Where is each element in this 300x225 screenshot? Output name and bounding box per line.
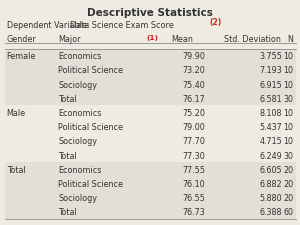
FancyBboxPatch shape: [4, 92, 296, 106]
Text: 6.581: 6.581: [260, 94, 282, 103]
Text: Major: Major: [58, 35, 81, 44]
Text: 5.437: 5.437: [259, 123, 282, 132]
Text: 3.755: 3.755: [259, 52, 282, 61]
Text: Total: Total: [58, 94, 77, 103]
Text: 10: 10: [284, 52, 293, 61]
Text: 4.715: 4.715: [259, 137, 282, 146]
Text: Sociology: Sociology: [58, 193, 98, 202]
FancyBboxPatch shape: [4, 205, 296, 219]
Text: Data Science Exam Score: Data Science Exam Score: [70, 21, 173, 30]
Text: 77.55: 77.55: [182, 165, 206, 174]
Text: 76.55: 76.55: [183, 193, 206, 202]
FancyBboxPatch shape: [4, 162, 296, 177]
Text: Total: Total: [58, 151, 77, 160]
FancyBboxPatch shape: [4, 64, 296, 78]
Text: 77.70: 77.70: [183, 137, 206, 146]
Text: 30: 30: [284, 151, 293, 160]
Text: Political Science: Political Science: [58, 66, 124, 75]
Text: 10: 10: [284, 108, 293, 117]
Text: 60: 60: [284, 207, 293, 216]
Text: 5.880: 5.880: [260, 193, 282, 202]
Text: 75.40: 75.40: [183, 80, 206, 89]
FancyBboxPatch shape: [4, 177, 296, 191]
Text: 79.90: 79.90: [183, 52, 206, 61]
Text: N: N: [287, 35, 293, 44]
Text: (2): (2): [209, 18, 221, 27]
Text: 20: 20: [283, 179, 293, 188]
Text: 20: 20: [283, 165, 293, 174]
Text: 76.17: 76.17: [183, 94, 206, 103]
Text: 8.108: 8.108: [260, 108, 282, 117]
Text: 6.605: 6.605: [260, 165, 282, 174]
Text: 7.193: 7.193: [259, 66, 282, 75]
Text: 6.915: 6.915: [259, 80, 282, 89]
Text: 6.388: 6.388: [260, 207, 282, 216]
Text: 76.10: 76.10: [183, 179, 206, 188]
Text: 77.30: 77.30: [183, 151, 206, 160]
Text: 73.20: 73.20: [183, 66, 206, 75]
Text: Economics: Economics: [58, 108, 102, 117]
FancyBboxPatch shape: [4, 78, 296, 92]
Text: Mean: Mean: [171, 35, 193, 44]
Text: 6.249: 6.249: [259, 151, 282, 160]
FancyBboxPatch shape: [4, 191, 296, 205]
FancyBboxPatch shape: [4, 50, 296, 64]
Text: Sociology: Sociology: [58, 80, 98, 89]
Text: 6.882: 6.882: [260, 179, 282, 188]
Text: (1): (1): [146, 35, 158, 41]
Text: Descriptive Statistics: Descriptive Statistics: [87, 8, 213, 18]
Text: Economics: Economics: [58, 165, 102, 174]
Text: 10: 10: [284, 66, 293, 75]
Text: 20: 20: [283, 193, 293, 202]
Text: Total: Total: [7, 165, 25, 174]
Text: Political Science: Political Science: [58, 123, 124, 132]
Text: Sociology: Sociology: [58, 137, 98, 146]
Text: Male: Male: [7, 108, 26, 117]
Text: 10: 10: [284, 80, 293, 89]
Text: Total: Total: [58, 207, 77, 216]
Text: 79.00: 79.00: [183, 123, 206, 132]
Text: Political Science: Political Science: [58, 179, 124, 188]
Text: Gender: Gender: [7, 35, 36, 44]
Text: 10: 10: [284, 123, 293, 132]
Text: 10: 10: [284, 137, 293, 146]
Text: Dependent Variable:: Dependent Variable:: [7, 21, 89, 30]
Text: 75.20: 75.20: [183, 108, 206, 117]
Text: 76.73: 76.73: [183, 207, 206, 216]
Text: Female: Female: [7, 52, 36, 61]
Text: Economics: Economics: [58, 52, 102, 61]
Text: 30: 30: [284, 94, 293, 103]
Text: Std. Deviation: Std. Deviation: [224, 35, 280, 44]
